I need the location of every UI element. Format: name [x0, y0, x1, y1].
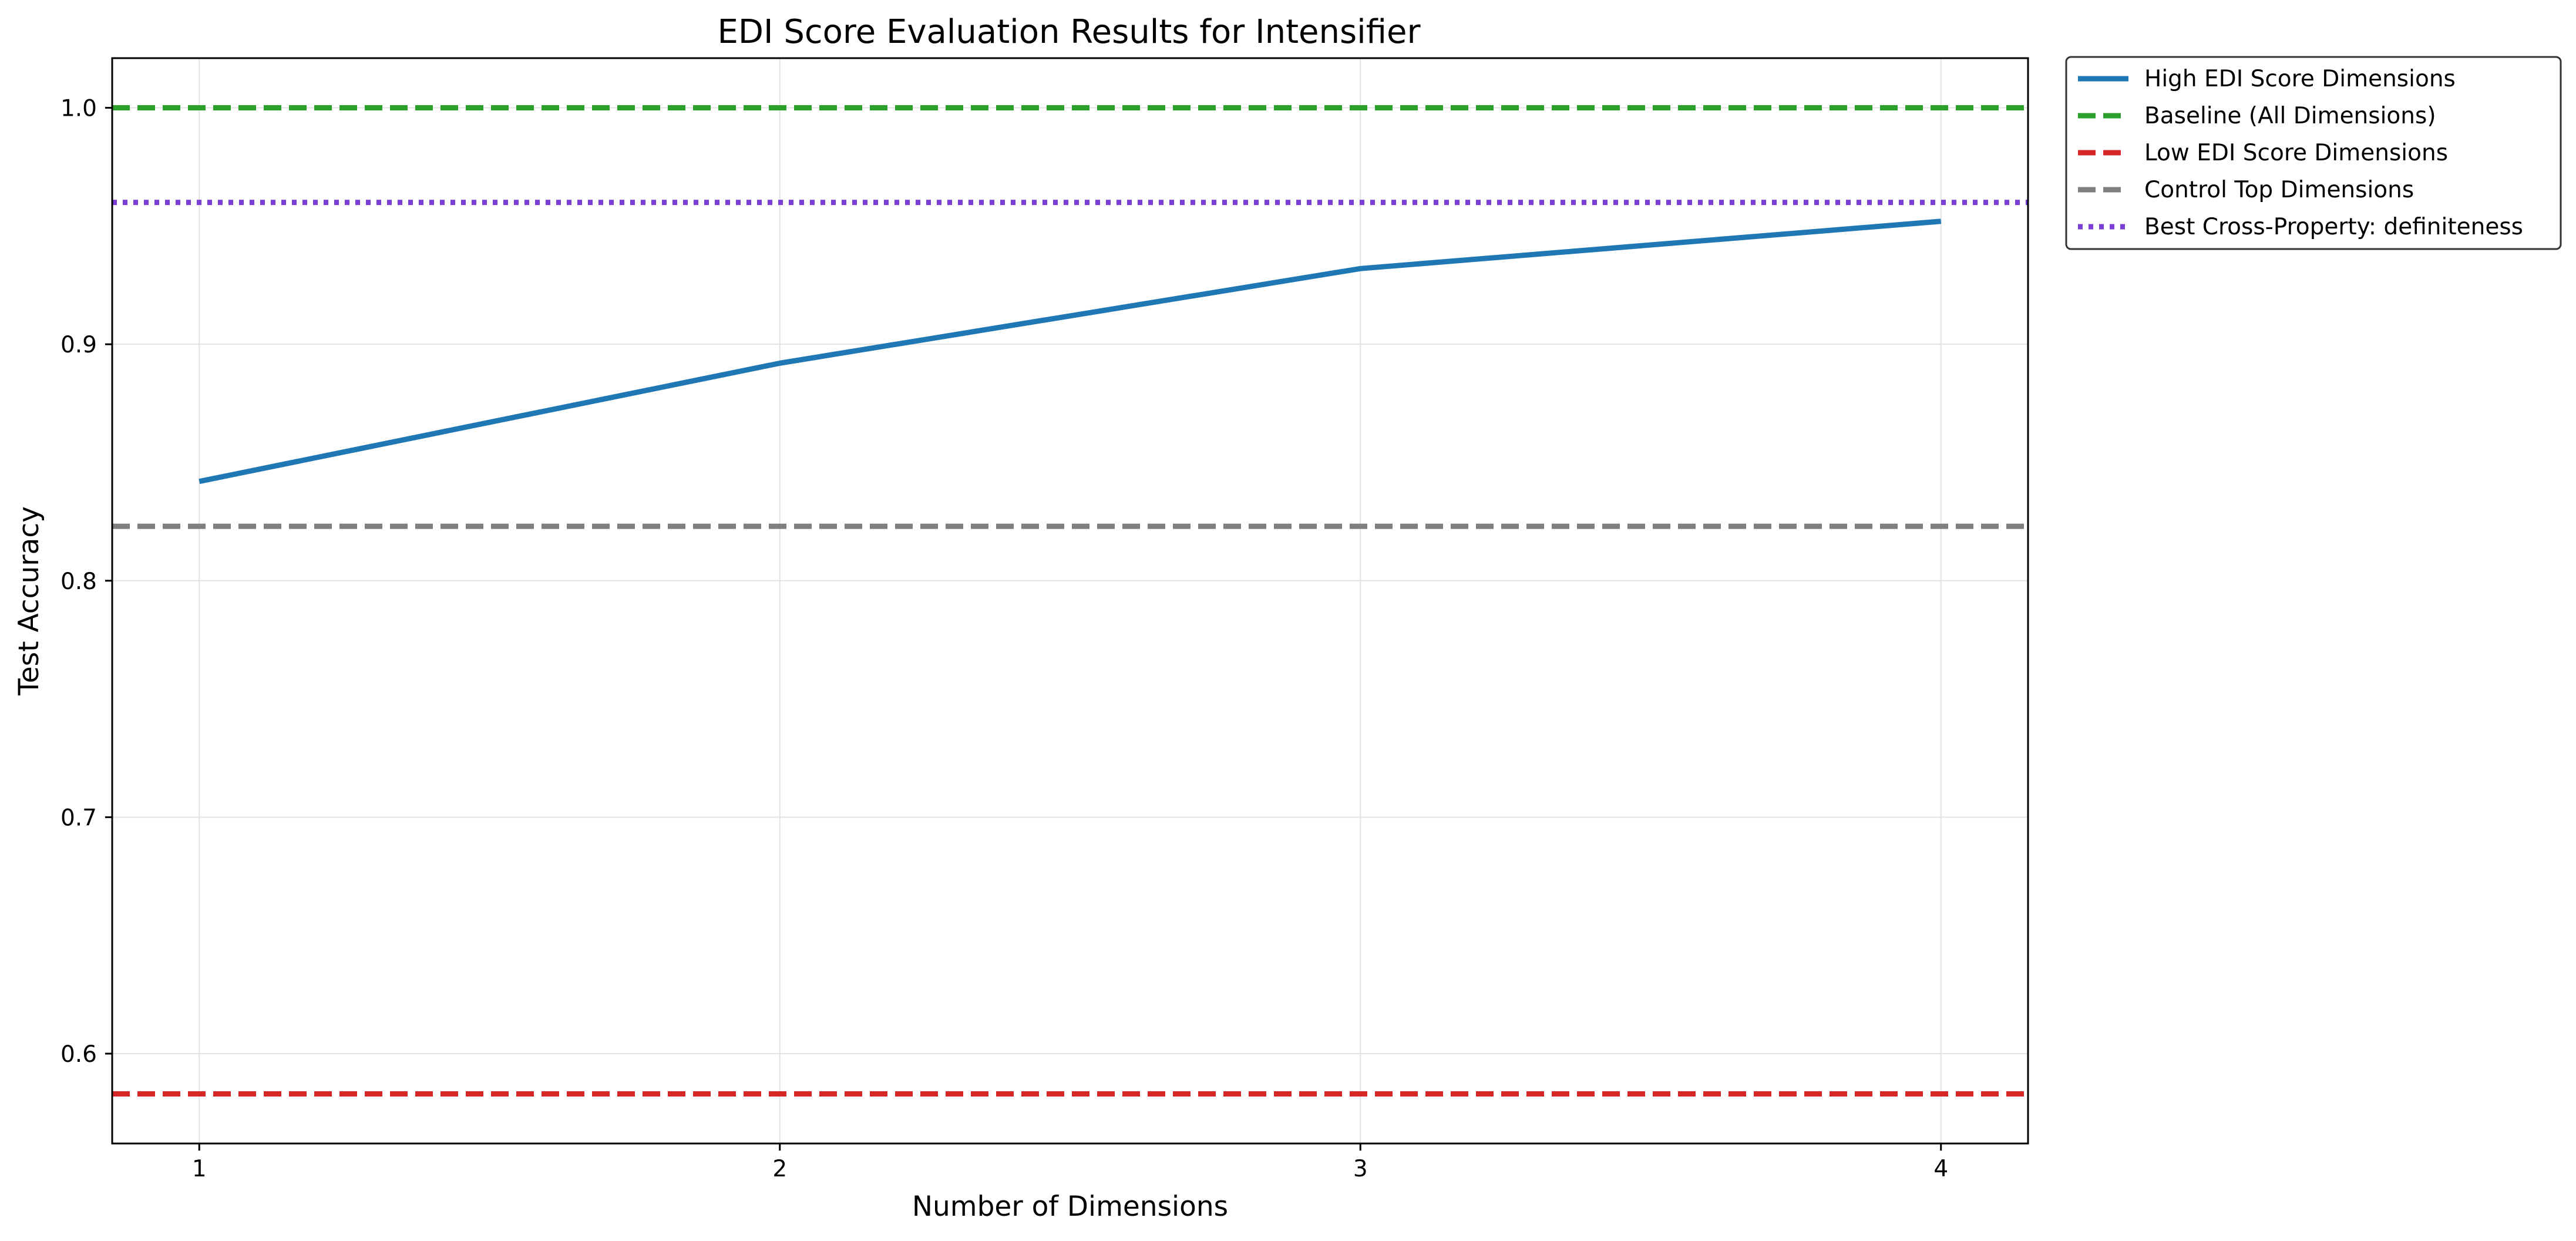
y-tick-label: 1.0	[60, 96, 97, 122]
x-axis-label: Number of Dimensions	[912, 1190, 1228, 1223]
y-tick-label: 0.6	[60, 1041, 97, 1068]
series-line-0	[199, 218, 1942, 485]
reference-lines	[112, 105, 2028, 1097]
legend: High EDI Score Dimensions Baseline (All D…	[2065, 56, 2562, 250]
y-tick-label: 0.7	[60, 805, 97, 831]
series-layer	[199, 218, 1942, 485]
y-tick-label: 0.8	[60, 569, 97, 595]
legend-label-1: Baseline (All Dimensions)	[2144, 103, 2436, 129]
x-tick-label: 1	[192, 1156, 207, 1182]
legend-label-0: High EDI Score Dimensions	[2144, 66, 2456, 92]
legend-label-3: Control Top Dimensions	[2144, 177, 2414, 203]
chart-title: EDI Score Evaluation Results for Intensi…	[718, 13, 1421, 51]
x-tick-label: 2	[772, 1156, 787, 1182]
legend-label-2: Low EDI Score Dimensions	[2144, 140, 2448, 166]
tick-layer: 1 2 3 4 0.6 0.7 0.8 0.9 1.0	[60, 96, 1948, 1182]
legend-frame	[2065, 56, 2562, 250]
x-tick-label: 3	[1353, 1156, 1368, 1182]
legend-label-4: Best Cross-Property: definiteness	[2144, 214, 2523, 240]
y-tick-label: 0.9	[60, 332, 97, 358]
y-axis-label: Test Accuracy	[13, 506, 45, 696]
x-tick-label: 4	[1933, 1156, 1948, 1182]
grid-layer	[112, 58, 2028, 1144]
plot-frame	[111, 57, 2029, 1145]
